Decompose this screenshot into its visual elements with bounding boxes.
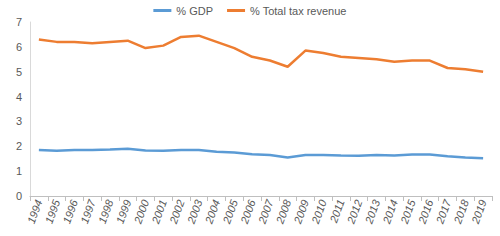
svg-text:1998: 1998 <box>96 197 116 226</box>
svg-text:2004: 2004 <box>202 198 222 226</box>
svg-text:2003: 2003 <box>184 197 205 226</box>
svg-text:2002: 2002 <box>167 198 187 226</box>
svg-text:2000: 2000 <box>131 197 152 226</box>
svg-text:5: 5 <box>16 66 22 78</box>
svg-text:2013: 2013 <box>362 197 383 226</box>
svg-text:2014: 2014 <box>380 198 400 226</box>
svg-text:2: 2 <box>16 140 22 152</box>
svg-text:2010: 2010 <box>309 197 329 226</box>
svg-text:2012: 2012 <box>344 198 364 226</box>
svg-text:2007: 2007 <box>255 197 276 226</box>
svg-text:7: 7 <box>16 16 22 28</box>
svg-text:6: 6 <box>16 41 22 53</box>
svg-text:2019: 2019 <box>469 198 489 226</box>
svg-text:2009: 2009 <box>291 198 311 226</box>
svg-text:2001: 2001 <box>149 198 169 226</box>
svg-text:2018: 2018 <box>451 197 471 226</box>
svg-text:% GDP: % GDP <box>176 5 213 17</box>
svg-text:1996: 1996 <box>60 197 81 226</box>
svg-text:% Total tax revenue: % Total tax revenue <box>250 5 346 17</box>
svg-text:2015: 2015 <box>398 197 418 226</box>
svg-text:2005: 2005 <box>220 197 240 226</box>
svg-text:1994: 1994 <box>25 198 45 225</box>
svg-text:1999: 1999 <box>114 198 134 225</box>
svg-text:1997: 1997 <box>78 197 98 226</box>
svg-text:2008: 2008 <box>273 197 294 226</box>
svg-text:1: 1 <box>16 165 22 177</box>
svg-text:4: 4 <box>16 91 22 103</box>
svg-text:2006: 2006 <box>238 197 258 226</box>
svg-text:3: 3 <box>16 115 22 127</box>
svg-text:0: 0 <box>16 190 22 202</box>
svg-text:2017: 2017 <box>433 197 454 226</box>
svg-text:2016: 2016 <box>415 197 436 226</box>
svg-text:1995: 1995 <box>42 197 63 226</box>
svg-text:2011: 2011 <box>327 197 347 225</box>
